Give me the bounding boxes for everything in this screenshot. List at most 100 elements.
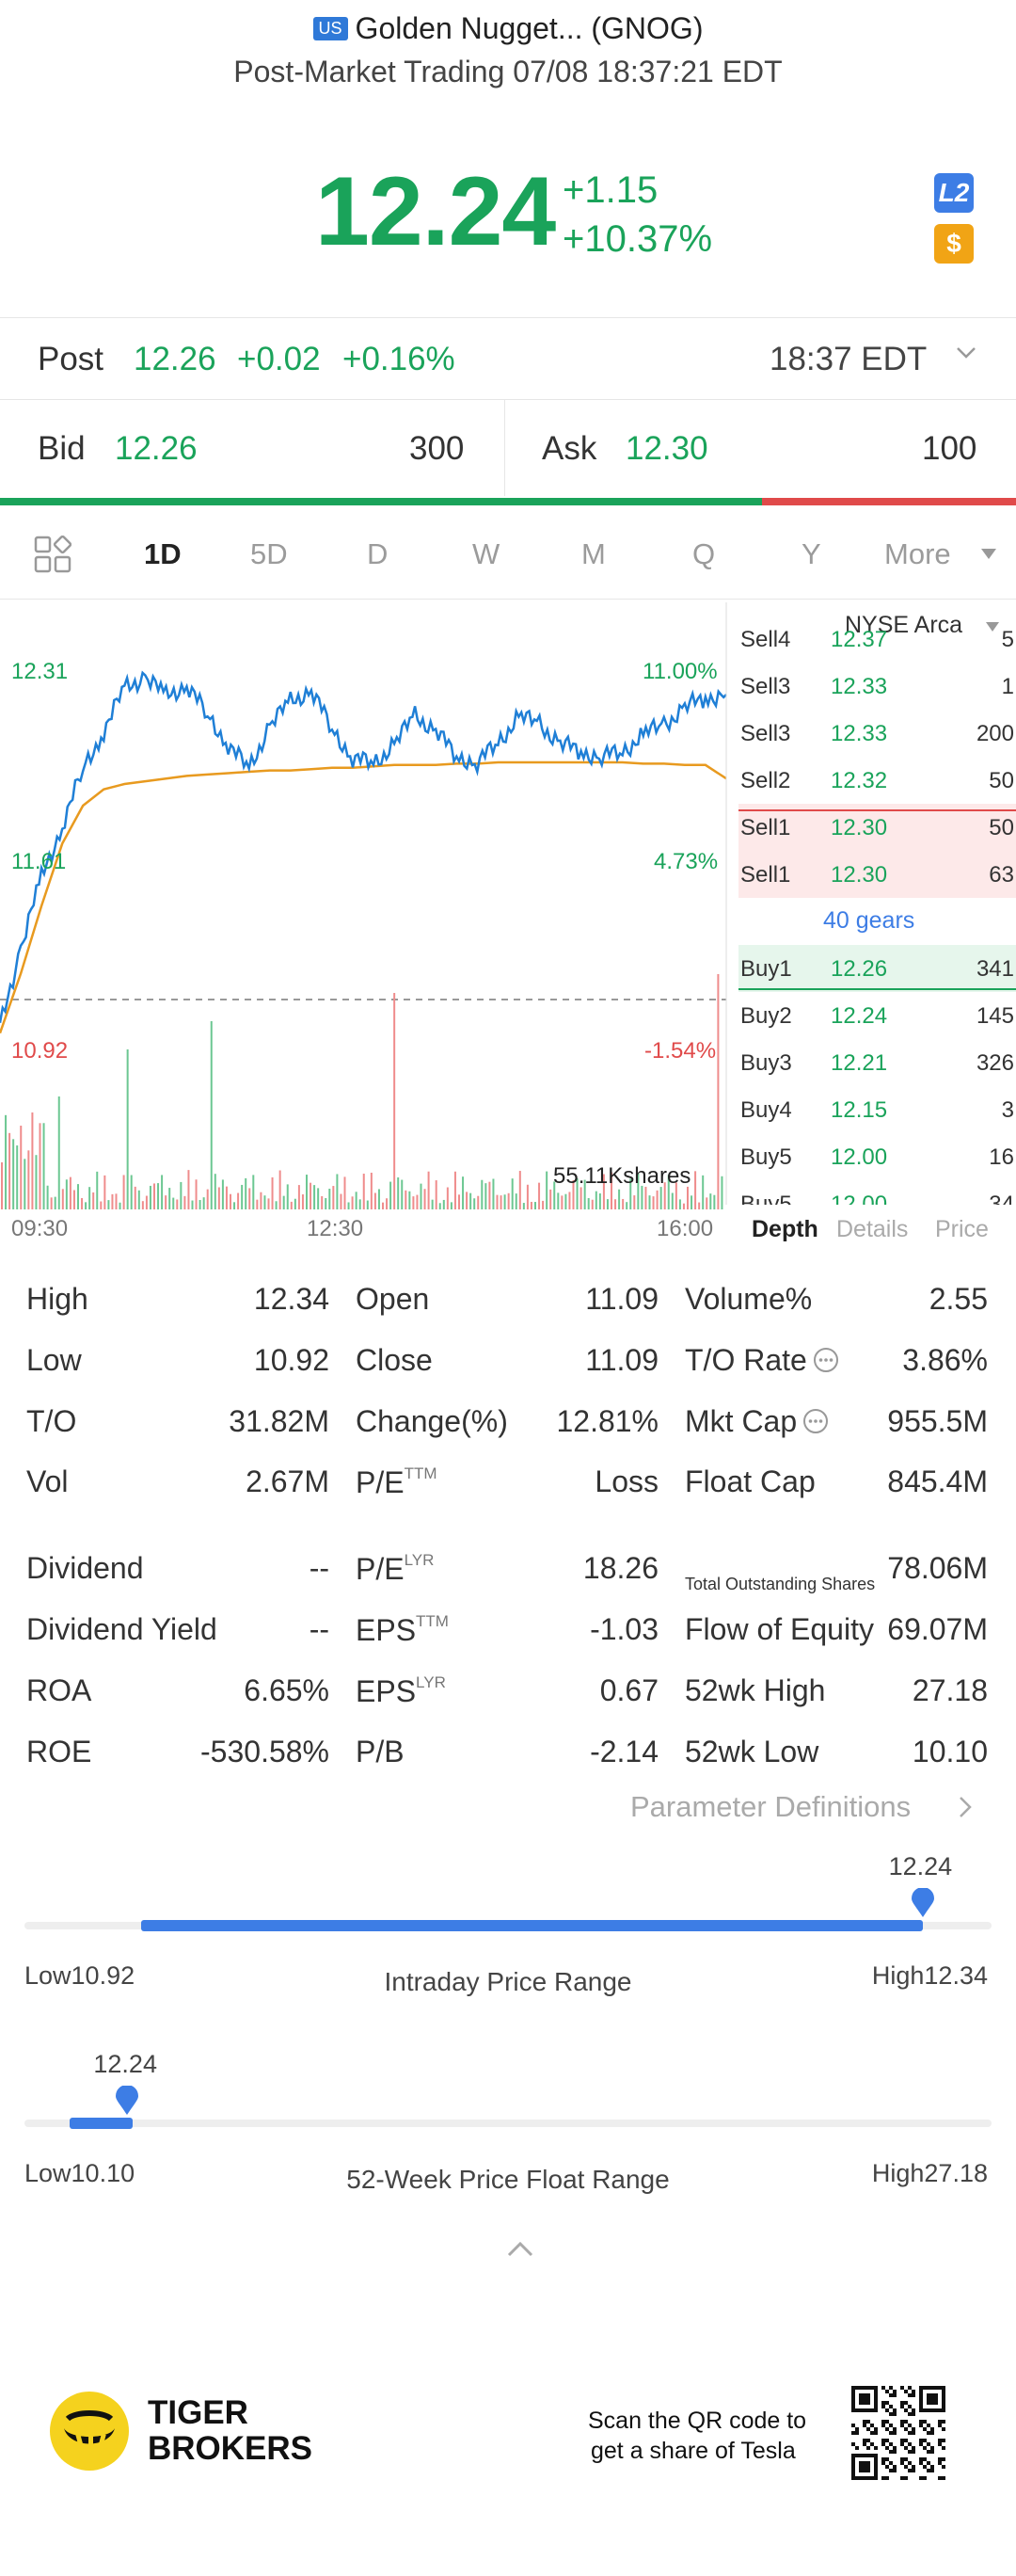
volume-bar xyxy=(1,1162,3,1209)
stat-high: High 12.34 xyxy=(26,1282,329,1316)
volume-bar xyxy=(576,1177,579,1209)
order-level-label: Buy5 xyxy=(740,1144,792,1170)
volume-bar xyxy=(321,1195,324,1209)
intraday-chart[interactable]: 12.31 11.61 10.92 11.00% 4.73% -1.54% 55… xyxy=(0,602,738,1224)
order-book-row: Sell2 12.32 50 xyxy=(738,757,1016,804)
more-info-icon[interactable] xyxy=(802,1408,829,1434)
chevron-up-icon[interactable] xyxy=(504,2238,536,2261)
bid-label: Bid xyxy=(38,430,86,467)
volume-bar xyxy=(72,1190,75,1209)
parameter-definitions-link[interactable]: Parameter Definitions xyxy=(630,1790,912,1823)
volume-bar xyxy=(370,1172,373,1209)
tab-year[interactable]: Y xyxy=(802,537,821,570)
post-time: 18:37 EDT xyxy=(770,341,928,377)
volume-bar xyxy=(549,1189,552,1209)
stock-name: Golden Nugget... (GNOG) xyxy=(355,11,704,45)
volume-bar xyxy=(503,1194,506,1209)
volume-bar xyxy=(694,1171,697,1209)
volume-bar xyxy=(438,1203,441,1209)
volume-bar xyxy=(538,1182,541,1209)
tab-details[interactable]: Details xyxy=(836,1216,909,1242)
volume-bar xyxy=(546,1171,548,1209)
volume-bar xyxy=(648,1195,651,1209)
volume-bar xyxy=(522,1203,525,1209)
gears-label[interactable]: 40 gears xyxy=(823,907,915,934)
tab-quarter[interactable]: Q xyxy=(692,537,716,570)
volume-bar xyxy=(65,1179,68,1209)
bid-ask-row: Bid 12.26 300 Ask 12.30 100 xyxy=(0,400,1016,496)
volume-bar xyxy=(12,1139,15,1209)
volume-bar xyxy=(313,1185,316,1209)
post-change: +0.02 xyxy=(237,341,321,377)
order-size: 1 xyxy=(1001,674,1014,699)
volume-bar xyxy=(96,1171,99,1209)
tab-1d[interactable]: 1D xyxy=(144,537,182,570)
exchange-selector[interactable]: NYSE Arca xyxy=(845,612,963,638)
chevron-down-icon[interactable] xyxy=(952,339,980,367)
intraday-low: Low10.92 xyxy=(24,1961,135,1990)
volume-bar xyxy=(206,1189,209,1209)
stock-title[interactable]: US Golden Nugget... (GNOG) xyxy=(0,11,1016,46)
volume-bar xyxy=(241,1184,244,1209)
more-info-icon[interactable] xyxy=(813,1347,839,1373)
location-pin-icon xyxy=(116,2086,139,2115)
tab-month[interactable]: M xyxy=(581,537,606,570)
volume-bar xyxy=(248,1188,251,1209)
volume-bar xyxy=(195,1179,198,1209)
volume-bar xyxy=(477,1195,480,1209)
order-size: 50 xyxy=(989,815,1014,840)
level2-icon[interactable]: L2 xyxy=(934,173,974,213)
volume-bar xyxy=(88,1187,91,1209)
volume-bar xyxy=(275,1201,278,1209)
order-size: 5 xyxy=(1001,627,1014,652)
qr-code-icon xyxy=(851,2386,945,2480)
volume-bar xyxy=(24,1159,26,1209)
volume-bar xyxy=(328,1188,331,1209)
volume-bar xyxy=(332,1186,335,1209)
volume-bar xyxy=(633,1195,636,1209)
volume-bar xyxy=(92,1192,95,1209)
volume-bar xyxy=(137,1190,140,1209)
volume-bar xyxy=(667,1175,670,1209)
volume-bar xyxy=(198,1200,201,1209)
dollar-icon[interactable]: $ xyxy=(934,224,974,264)
volume-bar xyxy=(358,1199,361,1209)
volume-bar xyxy=(233,1202,236,1209)
order-price: 12.32 xyxy=(831,768,888,793)
layout-grid-icon[interactable] xyxy=(34,536,71,573)
volume-bar xyxy=(511,1178,514,1209)
volume-bar xyxy=(644,1186,647,1209)
tab-5d[interactable]: 5D xyxy=(250,537,288,570)
volume-bar xyxy=(153,1183,155,1209)
order-price: 12.37 xyxy=(831,627,888,652)
volume-bar xyxy=(149,1185,151,1209)
order-book-row: Buy5 12.00 34 xyxy=(738,1180,1016,1205)
tab-more[interactable]: More xyxy=(884,537,951,570)
volume-bar xyxy=(412,1196,415,1209)
stat-low: Low 10.92 xyxy=(26,1343,329,1377)
volume-bar xyxy=(103,1175,106,1209)
stat-dividend-yield: Dividend Yield -- xyxy=(26,1612,329,1646)
y-label-high: 12.31 xyxy=(11,659,69,684)
volume-bar xyxy=(637,1173,640,1209)
volume-bar xyxy=(130,1175,133,1209)
volume-bar xyxy=(165,1195,167,1209)
volume-bar xyxy=(442,1199,445,1209)
volume-bar xyxy=(709,1193,712,1209)
tab-day[interactable]: D xyxy=(367,537,389,570)
volume-bar xyxy=(210,1021,213,1209)
tab-price[interactable]: Price xyxy=(935,1216,989,1242)
tab-depth[interactable]: Depth xyxy=(752,1216,818,1242)
order-book[interactable]: NYSE Arca Sell4 12.37 5 Sell3 12.33 1 Sell3 12.… xyxy=(738,602,1016,1205)
volume-bar xyxy=(641,1185,643,1209)
qr-caption-1: Scan the QR code to xyxy=(588,2408,807,2434)
post-market-row[interactable]: Post 12.26 +0.02 +0.16% 18:37 EDT xyxy=(0,317,1016,400)
volume-bar xyxy=(126,1049,129,1209)
tab-week[interactable]: W xyxy=(472,537,500,570)
volume-bar xyxy=(572,1179,575,1209)
volume-bar xyxy=(507,1192,510,1209)
chevron-right-icon[interactable] xyxy=(952,1794,978,1820)
volume-bar xyxy=(542,1200,545,1209)
range-fill xyxy=(141,1920,923,1931)
volume-bar xyxy=(602,1174,605,1209)
